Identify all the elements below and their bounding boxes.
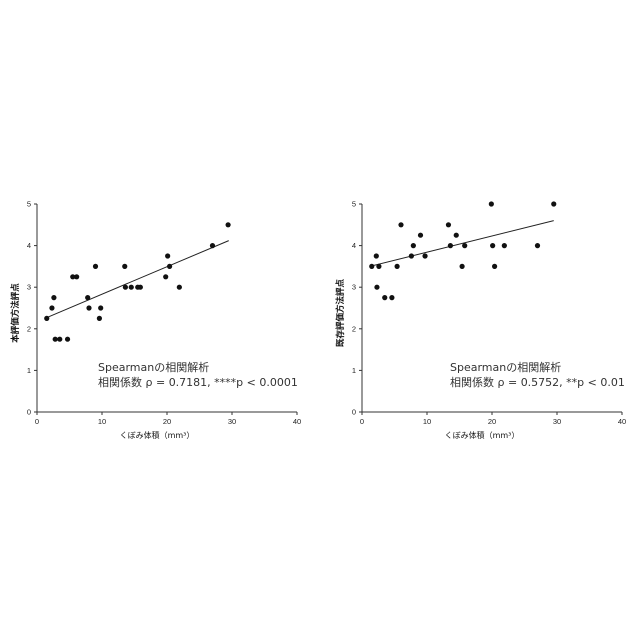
data-point [138,285,143,290]
data-point [44,316,49,321]
data-point [418,233,423,238]
data-point [460,264,465,269]
data-point [535,243,540,248]
data-point [165,253,170,258]
trend-line [370,221,554,267]
data-point [177,285,182,290]
data-point [49,305,54,310]
data-point [374,285,379,290]
data-point [446,222,451,227]
y-axis-title: 本評価方法評点 [10,283,21,343]
data-point [129,285,134,290]
y-tick-label: 2 [352,324,356,333]
data-point [389,295,394,300]
data-point [97,316,102,321]
y-axis-title: 既存評価方法評点 [335,279,346,348]
data-point [411,243,416,248]
data-point [122,264,127,269]
x-tick-label: 20 [163,417,171,426]
chart-panel-1: 0 10 20 30 40 0 1 2 3 4 5 くぼみ体積（mm³） 本評価方法評点 Spearman… [10,200,301,441]
x-tick-label: 10 [98,417,106,426]
data-point [374,253,379,258]
y-tick-label: 5 [352,200,356,209]
data-point [369,264,374,269]
y-tick-label: 4 [27,241,31,250]
data-point [489,201,494,206]
data-point [57,337,62,342]
x-tick-label: 0 [360,417,364,426]
y-tick-label: 0 [27,408,31,417]
data-point [74,274,79,279]
y-tick-label: 1 [352,366,356,375]
x-tick-label: 30 [228,417,236,426]
data-point [163,274,168,279]
data-point [51,295,56,300]
data-point [462,243,467,248]
data-point [490,243,495,248]
x-tick-label: 40 [618,417,626,426]
chart-panel-2: 0 10 20 30 40 0 1 2 3 4 5 くぼみ体積（mm³） 既存評価方法評点 Spearma… [335,200,626,441]
x-axis-title: くぼみ体積（mm³） [120,430,195,440]
data-point [492,264,497,269]
y-tick-label: 3 [27,283,31,292]
data-point [85,295,90,300]
annotation-line-1: Spearmanの相関解析 [98,360,209,374]
y-tick-label: 2 [27,324,31,333]
data-point [398,222,403,227]
x-tick-label: 20 [488,417,496,426]
data-point [376,264,381,269]
data-point [123,285,128,290]
data-point [210,243,215,248]
x-tick-label: 10 [423,417,431,426]
data-point [226,222,231,227]
annotation-line-1: Spearmanの相関解析 [450,360,561,374]
x-tick-label: 0 [35,417,39,426]
y-tick-label: 1 [27,366,31,375]
data-point [502,243,507,248]
data-point [422,253,427,258]
data-point [93,264,98,269]
data-point [53,337,58,342]
x-tick-label: 30 [553,417,561,426]
data-point [395,264,400,269]
y-tick-label: 4 [352,241,356,250]
data-point [448,243,453,248]
x-tick-label: 40 [293,417,301,426]
data-point [65,337,70,342]
data-point [98,305,103,310]
data-point [409,253,414,258]
data-point [382,295,387,300]
data-point [454,233,459,238]
y-tick-label: 0 [352,408,356,417]
data-point [86,305,91,310]
y-tick-label: 3 [352,283,356,292]
y-tick-label: 5 [27,200,31,209]
annotation-line-2: 相関係数 ρ = 0.7181, ****p < 0.0001 [98,376,298,389]
data-point [551,201,556,206]
x-axis-title: くぼみ体積（mm³） [445,430,520,440]
data-point [167,264,172,269]
trend-line [45,241,229,319]
annotation-line-2: 相関係数 ρ = 0.5752, **p < 0.01 [450,376,625,389]
